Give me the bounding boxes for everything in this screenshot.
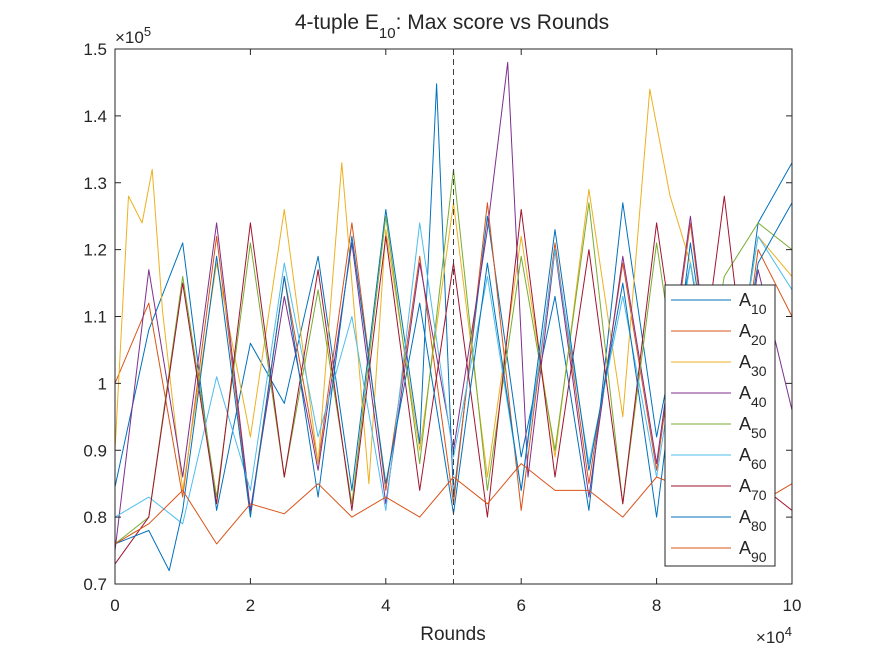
legend-entry: A30 [739, 352, 767, 379]
chart-title-rest: : Max score vs Rounds [396, 11, 610, 34]
legend-entry-sub: 80 [751, 518, 767, 534]
legend-entry-sub: 10 [751, 301, 767, 317]
chart-title: 4-tuple E10: Max score vs Rounds [295, 11, 609, 42]
y-tick-label: 0.9 [83, 441, 107, 460]
x-tick-label: 10 [783, 596, 802, 615]
y-tick-label: 0.7 [83, 575, 107, 594]
legend-entry: A90 [739, 538, 767, 565]
x-multiplier-exp: 4 [785, 624, 792, 639]
x-tick-label: 2 [246, 596, 255, 615]
y-tick-label: 1 [98, 374, 107, 393]
legend-entry-sub: 90 [751, 549, 767, 565]
legend-entry-base: A [739, 476, 751, 496]
legend-entry-sub: 70 [751, 487, 767, 503]
legend-entry: A80 [739, 507, 767, 534]
legend-entry-sub: 40 [751, 394, 767, 410]
legend-entry-sub: 20 [751, 332, 767, 348]
y-tick-label: 1.3 [83, 174, 107, 193]
y-tick-label: 1.5 [83, 40, 107, 59]
legend-entry-base: A [739, 321, 751, 341]
legend-entry-base: A [739, 538, 751, 558]
legend-entry: A50 [739, 414, 767, 441]
legend-entry-base: A [739, 507, 751, 527]
x-tick-label: 4 [381, 596, 390, 615]
y-multiplier-exp: 5 [144, 24, 151, 39]
legend-entry-base: A [739, 290, 751, 310]
legend-entry-base: A [739, 414, 751, 434]
y-axis-ticks: 0.7 0.8 0.9 1 1.1 1.2 1.3 1.4 1.5 [83, 40, 792, 594]
legend-entry-base: A [739, 352, 751, 372]
chart-title-sub: 10 [379, 25, 396, 42]
legend-entry-sub: 50 [751, 425, 767, 441]
legend-entry-base: A [739, 445, 751, 465]
legend-entry: A10 [739, 290, 767, 317]
x-axis-ticks: 0 2 4 6 8 10 [110, 49, 801, 615]
y-tick-label: 1.2 [83, 241, 107, 260]
x-axis-multiplier: ×104 [756, 624, 792, 648]
legend-entry: A70 [739, 476, 767, 503]
legend-box [664, 284, 776, 567]
y-tick-label: 0.8 [83, 508, 107, 527]
legend-entry-sub: 30 [751, 363, 767, 379]
x-axis-label: Rounds [420, 624, 486, 645]
legend-entry-base: A [739, 383, 751, 403]
y-tick-label: 1.1 [83, 308, 107, 327]
x-tick-label: 0 [110, 596, 119, 615]
x-multiplier-base: ×10 [756, 628, 785, 647]
x-tick-label: 8 [652, 596, 661, 615]
legend-entry: A60 [739, 445, 767, 472]
y-axis-multiplier: ×105 [115, 24, 151, 48]
legend-entry: A20 [739, 321, 767, 348]
y-tick-label: 1.4 [83, 107, 107, 126]
legend-entry-sub: 60 [751, 456, 767, 472]
y-multiplier-base: ×10 [115, 28, 144, 47]
chart-title-main: 4-tuple E [295, 11, 379, 34]
x-tick-label: 6 [516, 596, 525, 615]
legend-entry: A40 [739, 383, 767, 410]
